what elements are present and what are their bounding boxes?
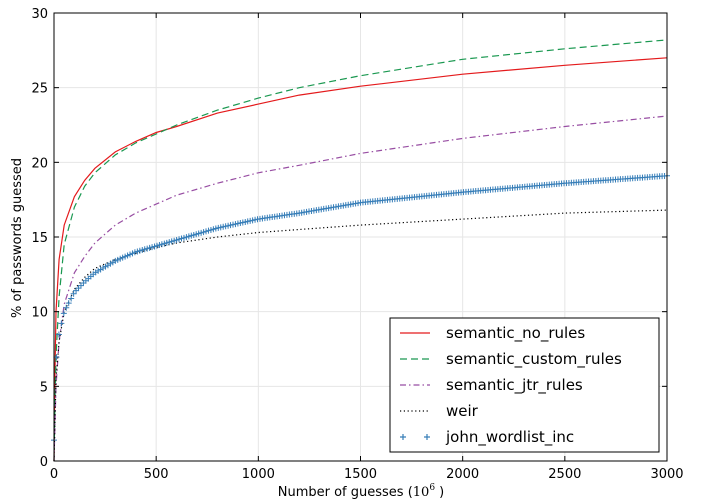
x-axis-label: Number of guesses (106 ) xyxy=(278,483,445,500)
legend-label: weir xyxy=(446,402,479,420)
x-axis-label-text: Number of guesses ( xyxy=(278,485,413,500)
data-point xyxy=(65,300,72,307)
series-john-wordlist-inc xyxy=(51,172,670,444)
y-tick-label: 20 xyxy=(31,156,48,171)
x-axis-label-close: ) xyxy=(435,485,444,500)
data-point xyxy=(63,304,70,311)
x-axis-label-exponent: 6 xyxy=(429,483,435,493)
x-tick-label: 2000 xyxy=(446,467,479,482)
data-point xyxy=(70,290,77,297)
x-tick-label: 1500 xyxy=(344,467,377,482)
y-tick-label: 0 xyxy=(40,455,48,470)
series-semantic-custom-rules xyxy=(53,39,668,462)
legend-label: semantic_custom_rules xyxy=(446,350,622,369)
x-tick-label: 3000 xyxy=(650,467,683,482)
y-tick-label: 10 xyxy=(31,306,48,321)
legend: semantic_no_rules semantic_custom_rulesse… xyxy=(389,317,660,453)
data-point xyxy=(68,295,75,302)
x-tick-label: 2500 xyxy=(548,467,581,482)
legend-item-semantic-custom-rules: semantic_custom_rules xyxy=(400,350,622,369)
legend-item-weir: weir xyxy=(400,402,479,420)
legend-marker xyxy=(400,434,406,440)
y-axis-label: % of passwords guessed xyxy=(10,158,25,318)
series-layer xyxy=(51,39,670,462)
data-point xyxy=(55,331,62,338)
series-semantic-no-rules xyxy=(53,57,668,462)
x-axis-label-base: 10 xyxy=(413,485,430,500)
x-tick-label: 500 xyxy=(144,467,169,482)
legend-label: semantic_no_rules xyxy=(446,324,585,343)
y-tick-label: 25 xyxy=(31,82,48,97)
legend-marker xyxy=(424,434,430,440)
y-tick-label: 30 xyxy=(31,7,48,22)
x-tick-label: 1000 xyxy=(242,467,275,482)
data-point xyxy=(60,310,67,317)
y-tick-label: 15 xyxy=(31,231,48,246)
y-tick-label: 5 xyxy=(40,380,48,395)
legend-label: john_wordlist_inc xyxy=(445,428,574,447)
series-weir xyxy=(53,209,668,462)
legend-item-semantic-jtr-rules: semantic_jtr_rules xyxy=(400,376,583,395)
legend-box xyxy=(389,317,660,453)
legend-label: semantic_jtr_rules xyxy=(446,376,583,395)
legend-item-john-wordlist-inc: john_wordlist_inc xyxy=(400,428,574,447)
ticks: 0 500 1000 1500 2000 2500 3000 0 5 10 15 20 25 30 xyxy=(31,7,683,482)
x-tick-label: 0 xyxy=(50,467,58,482)
legend-item-semantic-no-rules: semantic_no_rules xyxy=(400,324,585,343)
data-point xyxy=(58,320,65,327)
